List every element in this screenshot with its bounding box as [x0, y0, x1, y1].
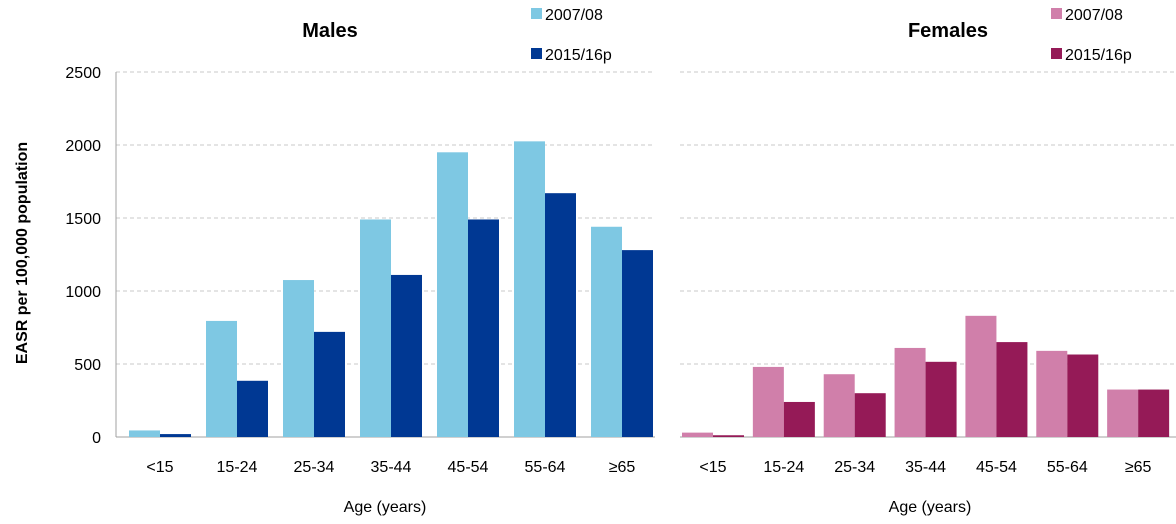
females-bar-2007-08-65-plus — [1107, 389, 1139, 437]
females-x-tick-label: <15 — [699, 459, 726, 476]
males-bar-2015-16p-45-54 — [468, 219, 499, 437]
y-axis-label: EASR per 100,000 population — [14, 142, 31, 364]
males-bar-2007-08-65-plus — [591, 226, 622, 437]
males-bar-2015-16p-25-34 — [314, 331, 345, 437]
y-tick-label: 2500 — [65, 65, 101, 82]
males-legend-swatch-2007-08 — [531, 8, 542, 19]
females-bar-2015-16p-65-plus — [1138, 389, 1170, 437]
males-x-tick-label: 35-44 — [371, 459, 412, 476]
males-x-tick-label: <15 — [146, 459, 173, 476]
females-legend-swatch-2007-08 — [1051, 8, 1062, 19]
females-bar-2007-08-15-24 — [752, 366, 784, 437]
females-x-tick-labels: <15 15-24 25-34 35-44 45-54 55-64 ≥65 — [699, 459, 1151, 476]
females-x-tick-label: 55-64 — [1047, 459, 1088, 476]
females-bar-2007-08-45-54 — [965, 315, 997, 437]
males-legend-label: 2015/16p — [545, 47, 612, 64]
females-x-tick-label: 25-34 — [834, 459, 875, 476]
males-bar-2015-16p-35-44 — [391, 274, 422, 437]
y-tick-label: 500 — [74, 357, 101, 374]
males-bar-2007-08-35-44 — [360, 219, 391, 437]
males-bar-2007-08-55-64 — [514, 141, 545, 437]
females-bar-2015-16p-15-24 — [783, 401, 815, 437]
y-tick-label: 1500 — [65, 211, 101, 228]
males-y-tick-labels: 0 500 1000 1500 2000 2500 — [65, 65, 101, 447]
females-bar-2015-16p-under-15 — [713, 435, 744, 437]
females-bars — [682, 315, 1170, 437]
males-bar-2007-08-under-15 — [129, 430, 160, 437]
females-bar-2007-08-under-15 — [682, 432, 713, 437]
males-bar-2007-08-25-34 — [283, 280, 314, 437]
females-bar-2015-16p-35-44 — [925, 361, 957, 437]
females-title: Females — [908, 20, 988, 42]
males-x-tick-labels: <15 15-24 25-34 35-44 45-54 55-64 ≥65 — [146, 459, 635, 476]
males-bar-2007-08-45-54 — [437, 152, 468, 438]
females-x-tick-label: 15-24 — [763, 459, 804, 476]
y-tick-label: 2000 — [65, 138, 101, 155]
males-bar-2015-16p-65-plus — [622, 250, 653, 437]
males-legend-swatch-2015-16p — [531, 48, 542, 59]
males-bars — [129, 141, 653, 438]
females-bar-2007-08-35-44 — [894, 347, 926, 437]
males-legend: 2007/08 2015/16p — [531, 7, 612, 64]
males-x-tick-label: 45-54 — [448, 459, 489, 476]
y-tick-label: 1000 — [65, 284, 101, 301]
females-bar-2007-08-25-34 — [823, 374, 855, 437]
males-x-tick-label: 15-24 — [217, 459, 258, 476]
females-x-axis-label: Age (years) — [889, 499, 972, 516]
females-bar-2015-16p-25-34 — [854, 393, 886, 437]
females-x-tick-label: 45-54 — [976, 459, 1017, 476]
females-legend-label: 2015/16p — [1065, 47, 1132, 64]
females-legend-swatch-2015-16p — [1051, 48, 1062, 59]
females-bar-2015-16p-55-64 — [1067, 354, 1099, 437]
y-tick-label: 0 — [92, 430, 101, 447]
males-title: Males — [302, 20, 358, 42]
females-legend: 2007/08 2015/16p — [1051, 7, 1132, 64]
males-x-tick-label: 25-34 — [294, 459, 335, 476]
males-bar-2007-08-15-24 — [206, 320, 237, 437]
males-x-tick-label: ≥65 — [609, 459, 636, 476]
males-bar-2015-16p-55-64 — [545, 193, 576, 437]
females-legend-label: 2007/08 — [1065, 7, 1123, 24]
females-x-tick-label: ≥65 — [1125, 459, 1152, 476]
females-panel: Females Age (years) <15 15-24 25-34 35-44 45… — [680, 7, 1176, 516]
males-bar-2015-16p-under-15 — [160, 434, 191, 437]
males-bar-2015-16p-15-24 — [237, 380, 268, 437]
males-legend-label: 2007/08 — [545, 7, 603, 24]
males-x-tick-label: 55-64 — [525, 459, 566, 476]
males-x-axis-label: Age (years) — [344, 499, 427, 516]
males-panel: Males Age (years) EASR per 100,000 popul… — [14, 7, 655, 516]
females-bar-2015-16p-45-54 — [996, 342, 1028, 437]
females-x-tick-label: 35-44 — [905, 459, 946, 476]
females-bar-2007-08-55-64 — [1036, 350, 1068, 437]
